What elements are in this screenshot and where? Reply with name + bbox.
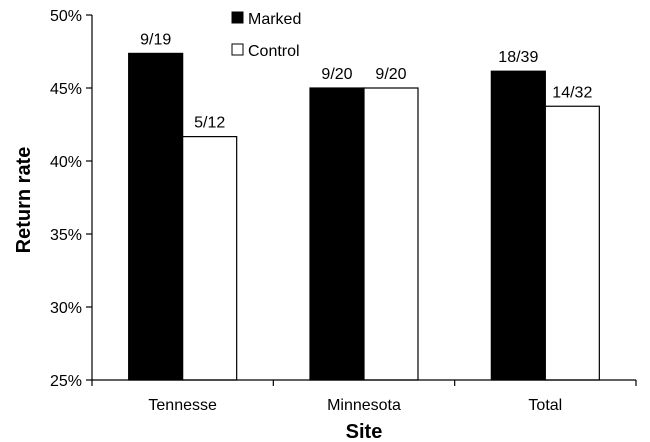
y-axis-title: Return rate xyxy=(13,147,35,254)
y-ticks-layer: 25% 30% 35% 40% 45% 50% xyxy=(50,8,92,390)
legend-swatch-control xyxy=(231,43,244,56)
bars-layer xyxy=(128,52,600,381)
legend-swatch-marked xyxy=(231,11,244,24)
y-tick-label: 50% xyxy=(50,8,82,25)
data-label: 9/20 xyxy=(375,66,406,83)
bar-marked-tennesse xyxy=(128,52,184,381)
x-axis-title: Site xyxy=(346,421,383,442)
legend: Marked Control xyxy=(231,11,301,60)
data-label: 9/19 xyxy=(140,31,171,48)
data-labels-layer: 9/19 5/12 9/20 9/20 18/39 14/32 xyxy=(140,31,592,131)
bar-control-total xyxy=(544,105,600,381)
y-tick-label: 35% xyxy=(50,227,82,244)
bar-marked-minnesota xyxy=(309,87,365,381)
y-tick-label: 30% xyxy=(50,300,82,317)
x-ticks-layer: Tennesse Minnesota Total xyxy=(91,380,637,414)
axes-layer xyxy=(91,15,636,381)
data-label: 18/39 xyxy=(498,49,538,66)
data-label: 5/12 xyxy=(194,115,225,132)
legend-label-control: Control xyxy=(248,43,300,60)
x-tick-label: Minnesota xyxy=(327,397,401,414)
y-tick-label: 25% xyxy=(50,373,82,390)
x-tick-label: Total xyxy=(528,397,562,414)
bar-marked-total xyxy=(490,70,546,381)
data-label: 9/20 xyxy=(321,66,352,83)
legend-label-marked: Marked xyxy=(248,11,301,28)
bar-control-minnesota xyxy=(363,87,419,381)
data-label: 14/32 xyxy=(552,84,592,101)
x-tick-label: Tennesse xyxy=(148,397,217,414)
bar-control-tennesse xyxy=(182,136,238,381)
y-tick-label: 45% xyxy=(50,81,82,98)
y-tick-label: 40% xyxy=(50,154,82,171)
